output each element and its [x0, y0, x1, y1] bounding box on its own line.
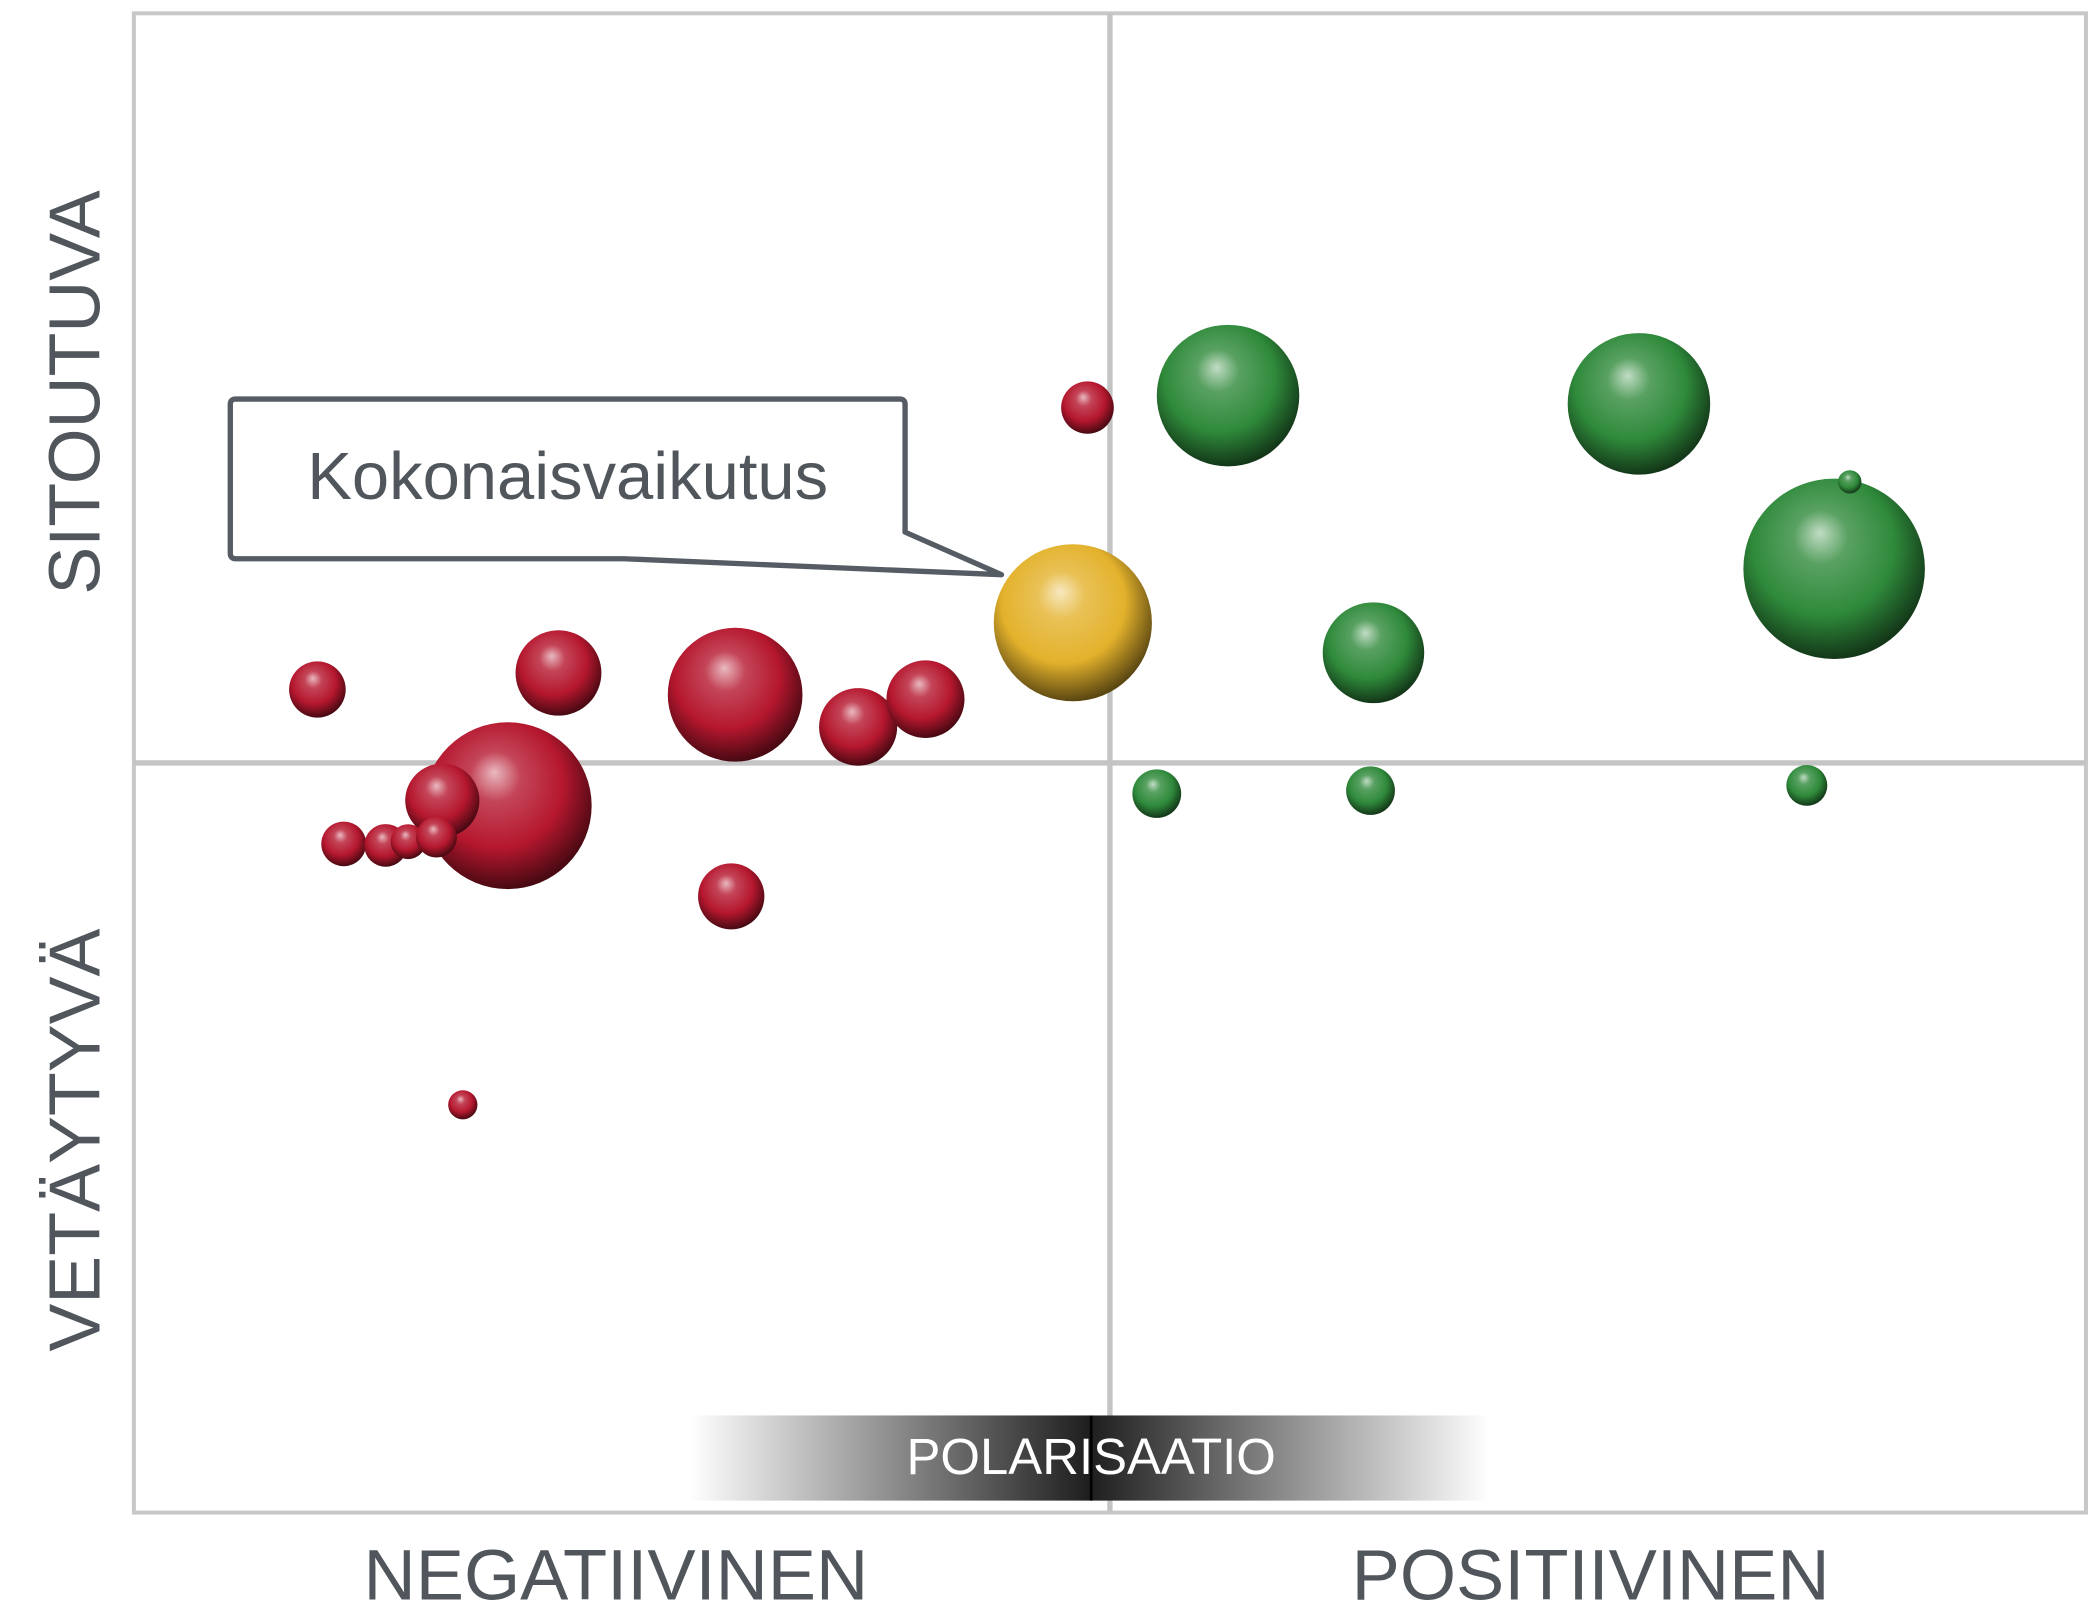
bubble — [1156, 324, 1300, 467]
x-label-left: NEGATIIVINEN — [364, 1536, 869, 1616]
bubble — [993, 544, 1152, 702]
callout-box — [227, 396, 1005, 578]
bubble — [1322, 602, 1425, 704]
polarization-bar — [689, 1415, 1489, 1501]
bubble — [1567, 333, 1711, 475]
bubble — [321, 821, 367, 867]
bubble — [289, 661, 346, 718]
bubble — [515, 630, 602, 716]
bubble — [667, 627, 803, 762]
x-label-right: POSITIIVINEN — [1352, 1536, 1830, 1616]
bubble — [448, 1090, 478, 1120]
bubble — [423, 722, 592, 890]
bubble — [886, 660, 965, 739]
bubble — [1061, 381, 1114, 434]
bubble — [1743, 478, 1925, 659]
polarization-label: POLARISAATIO — [907, 1428, 1276, 1485]
bubble — [415, 816, 457, 858]
bubble — [405, 763, 480, 838]
y-label-bottom: VETÄYTYVÄ — [35, 929, 115, 1352]
bubble — [1132, 769, 1182, 818]
bubble — [1346, 766, 1395, 815]
bubble — [698, 863, 765, 930]
callout-text: Kokonaisvaikutus — [307, 440, 828, 514]
bubble — [1786, 765, 1828, 806]
y-label-top: SITOUTUVA — [35, 190, 115, 594]
bubble — [1838, 470, 1862, 494]
bubble — [819, 688, 898, 766]
